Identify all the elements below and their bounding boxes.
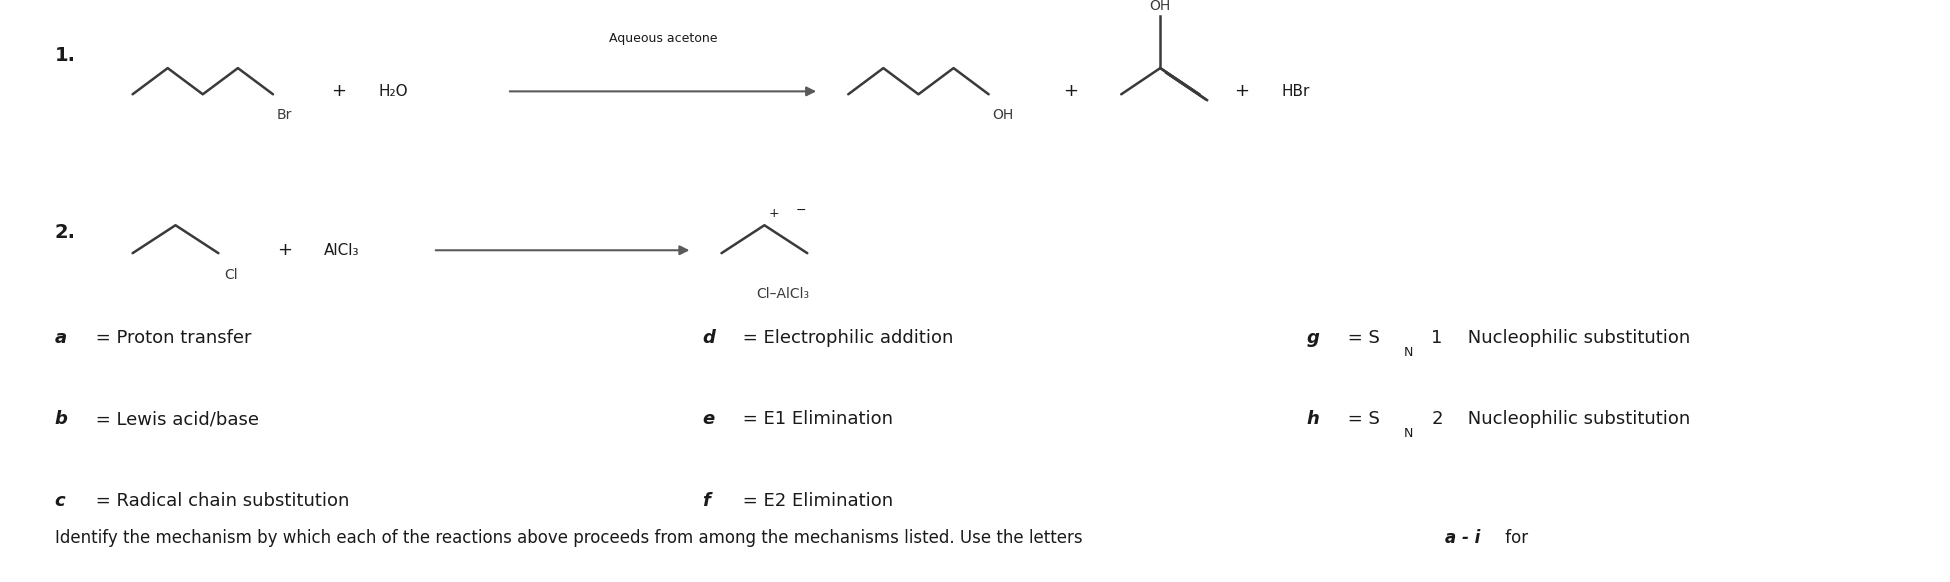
Text: = Proton transfer: = Proton transfer (90, 329, 252, 346)
Text: = S: = S (1342, 410, 1379, 428)
Text: AlCl₃: AlCl₃ (324, 243, 359, 258)
Text: +: + (332, 83, 347, 100)
Text: e: e (702, 410, 714, 428)
Text: Cl: Cl (224, 268, 238, 282)
Text: g: g (1306, 329, 1320, 346)
Text: OH: OH (1150, 0, 1170, 13)
Text: a: a (55, 329, 66, 346)
Text: H₂O: H₂O (378, 84, 408, 99)
Text: +: + (1234, 83, 1250, 100)
Text: Br: Br (277, 108, 292, 122)
Text: N: N (1404, 346, 1414, 359)
Text: 1.: 1. (55, 46, 76, 65)
Text: +: + (1063, 83, 1078, 100)
Text: = Lewis acid/base: = Lewis acid/base (90, 410, 259, 428)
Text: +: + (768, 207, 778, 220)
Text: = S: = S (1342, 329, 1379, 346)
Text: d: d (702, 329, 716, 346)
Text: Cl–AlCl₃: Cl–AlCl₃ (757, 287, 809, 301)
Text: Aqueous acetone: Aqueous acetone (608, 32, 718, 45)
Text: 2.: 2. (55, 223, 76, 242)
Text: h: h (1306, 410, 1320, 428)
Text: = E1 Elimination: = E1 Elimination (737, 410, 893, 428)
Text: a - i: a - i (1445, 530, 1480, 547)
Text: −: − (796, 204, 805, 217)
Text: OH: OH (993, 108, 1014, 122)
Text: for: for (1500, 530, 1527, 547)
Text: 2: 2 (1431, 410, 1443, 428)
Text: 1: 1 (1431, 329, 1443, 346)
Text: Nucleophilic substitution: Nucleophilic substitution (1462, 410, 1691, 428)
Text: Nucleophilic substitution: Nucleophilic substitution (1462, 329, 1691, 346)
Text: HBr: HBr (1281, 84, 1310, 99)
Text: = Electrophilic addition: = Electrophilic addition (737, 329, 954, 346)
Text: f: f (702, 492, 710, 509)
Text: c: c (55, 492, 64, 509)
Text: = Radical chain substitution: = Radical chain substitution (90, 492, 349, 509)
Text: = E2 Elimination: = E2 Elimination (737, 492, 893, 509)
Text: Identify the mechanism by which each of the reactions above proceeds from among : Identify the mechanism by which each of … (55, 530, 1088, 547)
Text: b: b (55, 410, 68, 428)
Text: N: N (1404, 427, 1414, 440)
Text: +: + (277, 242, 292, 259)
